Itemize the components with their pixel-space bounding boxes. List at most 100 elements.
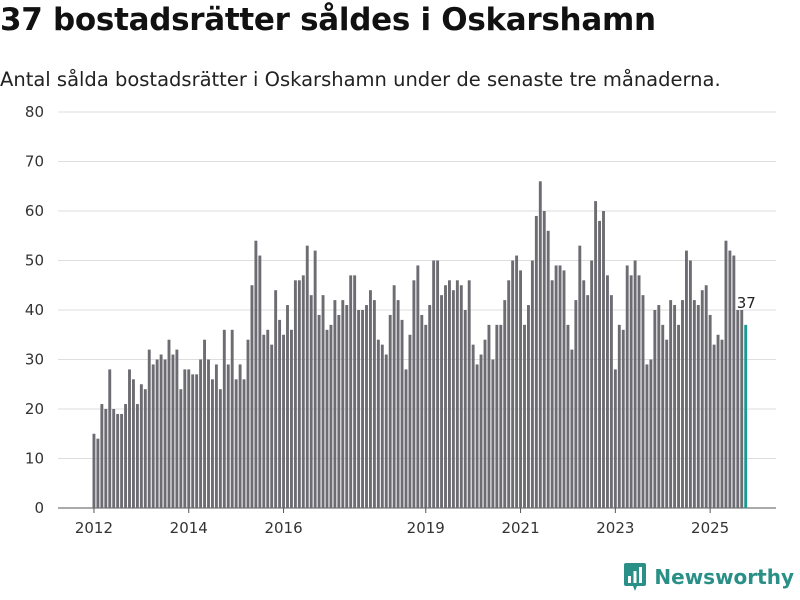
bar xyxy=(372,300,376,508)
x-axis-ticks: 2012 2014 2016 2019 2021 2023 2025 xyxy=(75,508,729,537)
bar xyxy=(238,364,242,508)
bar xyxy=(286,305,289,508)
bar xyxy=(396,300,400,508)
bar xyxy=(578,245,582,508)
bar xyxy=(566,324,570,508)
bar xyxy=(700,290,704,508)
bar xyxy=(669,300,673,508)
bar xyxy=(582,280,586,508)
x-tick-label: 2025 xyxy=(691,519,729,537)
chart-title: 37 bostadsrätter såldes i Oskarshamn xyxy=(0,2,656,38)
bar xyxy=(96,438,100,508)
bar xyxy=(606,275,609,508)
bar xyxy=(155,359,159,508)
bar xyxy=(301,275,305,508)
bar xyxy=(570,349,574,508)
bar xyxy=(112,409,116,508)
bar xyxy=(424,324,428,508)
bar xyxy=(621,329,625,508)
bar xyxy=(428,305,432,508)
bar xyxy=(724,240,728,508)
bar xyxy=(704,285,708,508)
bar xyxy=(222,329,226,508)
bar xyxy=(214,364,218,508)
x-tick-label: 2016 xyxy=(264,519,302,537)
bar xyxy=(491,359,495,508)
bar xyxy=(380,344,384,508)
bar xyxy=(475,364,479,508)
bar xyxy=(293,280,297,508)
bar xyxy=(444,285,447,508)
x-tick-label: 2019 xyxy=(407,519,445,537)
bar xyxy=(653,310,657,508)
y-tick-label: 20 xyxy=(25,400,44,418)
bar xyxy=(147,349,151,508)
bar xyxy=(440,295,443,508)
bar xyxy=(211,379,214,508)
bar xyxy=(503,300,507,508)
bar xyxy=(546,230,550,509)
bar xyxy=(167,339,171,508)
bar xyxy=(179,389,183,508)
y-tick-label: 40 xyxy=(25,301,44,319)
bar xyxy=(369,290,372,508)
bar xyxy=(629,275,633,508)
y-tick-label: 30 xyxy=(25,351,44,369)
bar xyxy=(317,314,321,508)
bar xyxy=(530,260,534,508)
bar xyxy=(451,290,455,508)
bar xyxy=(266,329,270,508)
bar xyxy=(594,201,598,508)
x-tick-label: 2014 xyxy=(170,519,208,537)
bar xyxy=(467,280,471,508)
bar xyxy=(590,260,594,508)
bar xyxy=(728,250,732,508)
bar xyxy=(499,324,503,508)
bar xyxy=(459,285,463,508)
bar xyxy=(128,369,131,508)
bar xyxy=(677,324,680,508)
bar xyxy=(120,413,124,508)
bar xyxy=(527,305,530,508)
bar xyxy=(392,285,396,508)
bar xyxy=(171,354,175,508)
bar xyxy=(625,265,629,508)
bar xyxy=(333,300,337,508)
y-tick-label: 60 xyxy=(25,202,44,220)
bar xyxy=(199,359,203,508)
bar xyxy=(325,329,329,508)
bar xyxy=(740,310,744,508)
bar xyxy=(376,339,380,508)
bar xyxy=(195,374,199,508)
bar xyxy=(598,220,601,508)
latest-value-label: 37 xyxy=(737,294,756,312)
bar xyxy=(534,215,538,508)
bar xyxy=(139,384,143,508)
bar xyxy=(345,305,349,508)
bar xyxy=(278,319,282,508)
bar xyxy=(104,409,108,508)
bar xyxy=(617,324,621,508)
bar xyxy=(100,404,104,508)
bar xyxy=(673,305,677,508)
bar xyxy=(455,280,459,508)
bar xyxy=(132,379,135,508)
x-tick-label: 2012 xyxy=(75,519,113,537)
bar xyxy=(384,354,388,508)
bar xyxy=(716,334,720,508)
bar xyxy=(463,310,467,508)
bar xyxy=(365,305,368,508)
y-tick-label: 80 xyxy=(25,103,44,121)
bar xyxy=(479,354,483,508)
bar xyxy=(353,275,357,508)
bar xyxy=(681,300,684,508)
bar xyxy=(262,334,266,508)
bar xyxy=(558,265,562,508)
bar xyxy=(562,270,566,508)
bar xyxy=(250,285,254,508)
bar xyxy=(313,250,317,508)
bar xyxy=(613,369,617,508)
bar xyxy=(523,324,526,508)
newsworthy-brand[interactable]: Newsworthy xyxy=(622,562,794,592)
